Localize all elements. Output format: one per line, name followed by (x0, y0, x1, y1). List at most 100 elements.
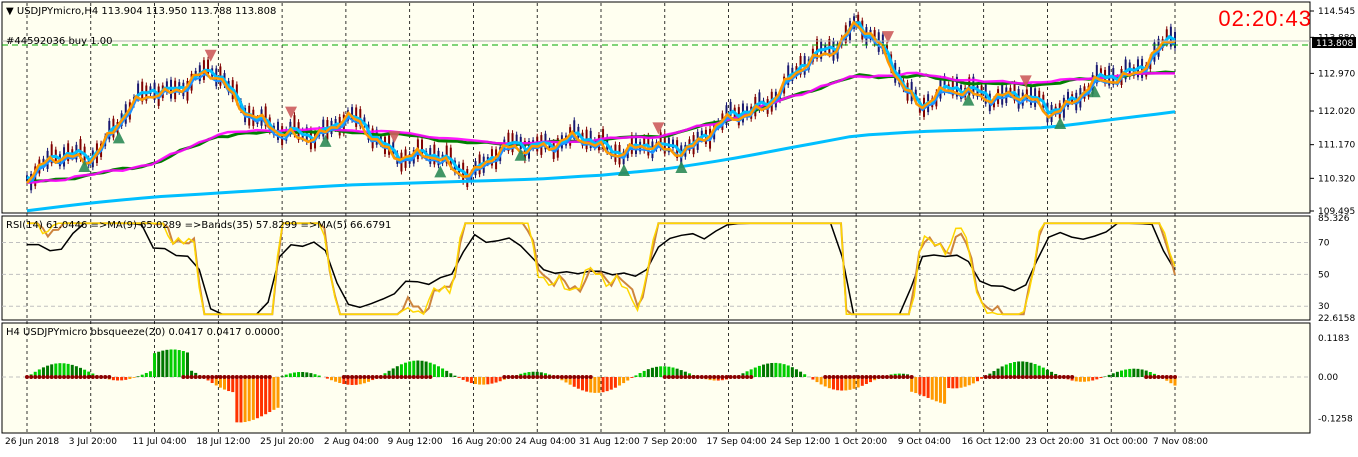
squeeze-bar (1075, 377, 1078, 381)
time-label: 16 Aug 20:00 (451, 437, 512, 447)
squeeze-bar (161, 351, 164, 377)
squeeze-bar (174, 350, 177, 377)
squeeze-dot (358, 375, 362, 379)
time-label: 2 Aug 04:00 (324, 437, 379, 447)
squeeze-bar (112, 377, 115, 380)
squeeze-dot (379, 375, 383, 379)
squeeze-bar (1124, 370, 1127, 377)
squeeze-bar (301, 372, 304, 377)
squeeze-dot (1033, 375, 1037, 379)
squeeze-dot (889, 375, 893, 379)
squeeze-bar (602, 377, 605, 392)
squeeze-bar (643, 371, 646, 377)
squeeze-bar (170, 349, 173, 377)
squeeze-dot (716, 375, 720, 379)
squeeze-bar (960, 377, 963, 388)
squeeze-bar (1095, 377, 1098, 379)
squeeze-bar (1013, 362, 1016, 377)
squeeze-bar (791, 367, 794, 377)
squeeze-dot (539, 375, 543, 379)
squeeze-bar (840, 377, 843, 391)
squeeze-dot (873, 375, 877, 379)
squeeze-bar (264, 377, 267, 414)
squeeze-bar (606, 377, 609, 391)
squeeze-dot (984, 375, 988, 379)
squeeze-axis-label: -0.1258 (1318, 415, 1353, 425)
squeeze-dot (704, 375, 708, 379)
squeeze-bar (297, 372, 300, 377)
squeeze-dot (836, 375, 840, 379)
time-label: 1 Oct 20:00 (834, 437, 887, 447)
squeeze-bar (128, 377, 131, 379)
squeeze-dot (556, 375, 560, 379)
squeeze-bar (153, 353, 156, 377)
squeeze-bar (338, 377, 341, 383)
time-label: 7 Nov 08:00 (1153, 437, 1208, 447)
squeeze-dot (1008, 375, 1012, 379)
squeeze-dot (194, 375, 198, 379)
squeeze-bar (145, 373, 148, 377)
squeeze-bar (318, 376, 321, 377)
squeeze-dot (564, 375, 568, 379)
squeeze-dot (404, 375, 408, 379)
squeeze-bar (955, 377, 958, 388)
squeeze-bar (939, 377, 942, 403)
squeeze-bar (1029, 363, 1032, 377)
rsi-axis-label: 30 (1318, 302, 1330, 312)
squeeze-bar (795, 369, 798, 377)
squeeze-dot (860, 375, 864, 379)
squeeze-bar (425, 362, 428, 377)
squeeze-bar (639, 373, 642, 377)
server-clock: 02:20:43 (1218, 6, 1312, 32)
rsi-label: RSI(14) 61.0446 =>MA(9) 65.0289 =>Bands(… (6, 220, 391, 231)
squeeze-dot (988, 375, 992, 379)
squeeze-dot (893, 375, 897, 379)
squeeze-dot (724, 375, 728, 379)
squeeze-dot (1021, 375, 1025, 379)
squeeze-dot (210, 375, 214, 379)
squeeze-bar (137, 376, 140, 377)
squeeze-dot (1004, 375, 1008, 379)
squeeze-bar (581, 377, 584, 390)
squeeze-dot (864, 375, 868, 379)
squeeze-bar (449, 373, 452, 377)
squeeze-bar (244, 377, 247, 422)
squeeze-dot (667, 375, 671, 379)
squeeze-dot (823, 375, 827, 379)
time-label: 16 Oct 12:00 (962, 437, 1021, 447)
squeeze-bar (972, 377, 975, 383)
squeeze-bar (1128, 369, 1131, 377)
squeeze-dot (251, 375, 255, 379)
squeeze-bar (490, 377, 493, 384)
squeeze-bar (157, 352, 160, 377)
squeeze-bar (330, 377, 333, 380)
squeeze-bar (120, 377, 123, 380)
squeeze-dot (420, 375, 424, 379)
squeeze-bar (285, 375, 288, 377)
squeeze-bar (618, 377, 621, 386)
time-label: 31 Aug 12:00 (579, 437, 640, 447)
squeeze-dot (881, 375, 885, 379)
squeeze-dot (391, 375, 395, 379)
squeeze-bar (816, 377, 819, 382)
main-panel[interactable] (2, 2, 1310, 213)
squeeze-bar (1116, 372, 1119, 377)
squeeze-bar (124, 377, 127, 380)
squeeze-bar (811, 377, 814, 380)
squeeze-bar (593, 377, 596, 393)
squeeze-dot (741, 375, 745, 379)
squeeze-bar (453, 376, 456, 377)
squeeze-dot (87, 375, 91, 379)
squeeze-bar (951, 377, 954, 388)
squeeze-bar (281, 376, 284, 377)
squeeze-dot (70, 375, 74, 379)
squeeze-dot (996, 375, 1000, 379)
squeeze-bar (770, 363, 773, 377)
rsi-axis-label: 22.6158 (1318, 314, 1355, 324)
squeeze-dot (367, 375, 371, 379)
squeeze-dot (66, 375, 70, 379)
squeeze-dot (29, 375, 33, 379)
squeeze-bar (54, 364, 57, 377)
